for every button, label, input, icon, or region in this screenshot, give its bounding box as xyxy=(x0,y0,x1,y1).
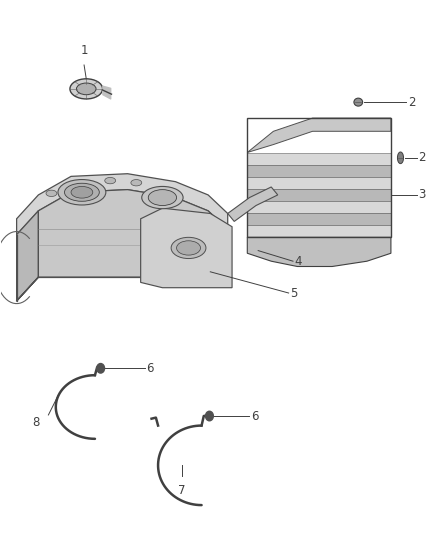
Ellipse shape xyxy=(142,187,183,209)
Polygon shape xyxy=(17,211,39,301)
Polygon shape xyxy=(17,174,228,235)
Text: 4: 4 xyxy=(294,255,302,268)
Text: 2: 2 xyxy=(408,95,416,109)
Text: 8: 8 xyxy=(32,416,39,430)
Text: 6: 6 xyxy=(251,409,258,423)
Polygon shape xyxy=(247,177,391,189)
Ellipse shape xyxy=(64,183,99,201)
Ellipse shape xyxy=(171,237,206,259)
Circle shape xyxy=(205,411,213,421)
Polygon shape xyxy=(247,237,391,266)
Polygon shape xyxy=(228,187,278,221)
Polygon shape xyxy=(247,165,391,177)
Polygon shape xyxy=(247,213,391,225)
Text: 5: 5 xyxy=(290,287,297,300)
Ellipse shape xyxy=(397,152,403,164)
Text: 3: 3 xyxy=(418,189,426,201)
Polygon shape xyxy=(247,201,391,213)
Text: 6: 6 xyxy=(146,362,154,375)
Text: 2: 2 xyxy=(418,151,426,164)
Polygon shape xyxy=(247,225,391,237)
Polygon shape xyxy=(141,208,232,288)
Polygon shape xyxy=(17,190,228,301)
Ellipse shape xyxy=(46,190,57,197)
Ellipse shape xyxy=(71,187,93,198)
Circle shape xyxy=(97,364,105,373)
Ellipse shape xyxy=(148,190,177,206)
Ellipse shape xyxy=(70,79,102,99)
Ellipse shape xyxy=(131,180,142,186)
Ellipse shape xyxy=(105,177,116,184)
Polygon shape xyxy=(247,118,391,152)
Polygon shape xyxy=(247,189,391,201)
Polygon shape xyxy=(247,152,391,165)
Ellipse shape xyxy=(77,83,96,95)
Text: 1: 1 xyxy=(80,44,88,57)
Ellipse shape xyxy=(354,98,363,106)
Text: 7: 7 xyxy=(178,484,186,497)
Ellipse shape xyxy=(58,180,106,205)
Ellipse shape xyxy=(177,241,201,255)
